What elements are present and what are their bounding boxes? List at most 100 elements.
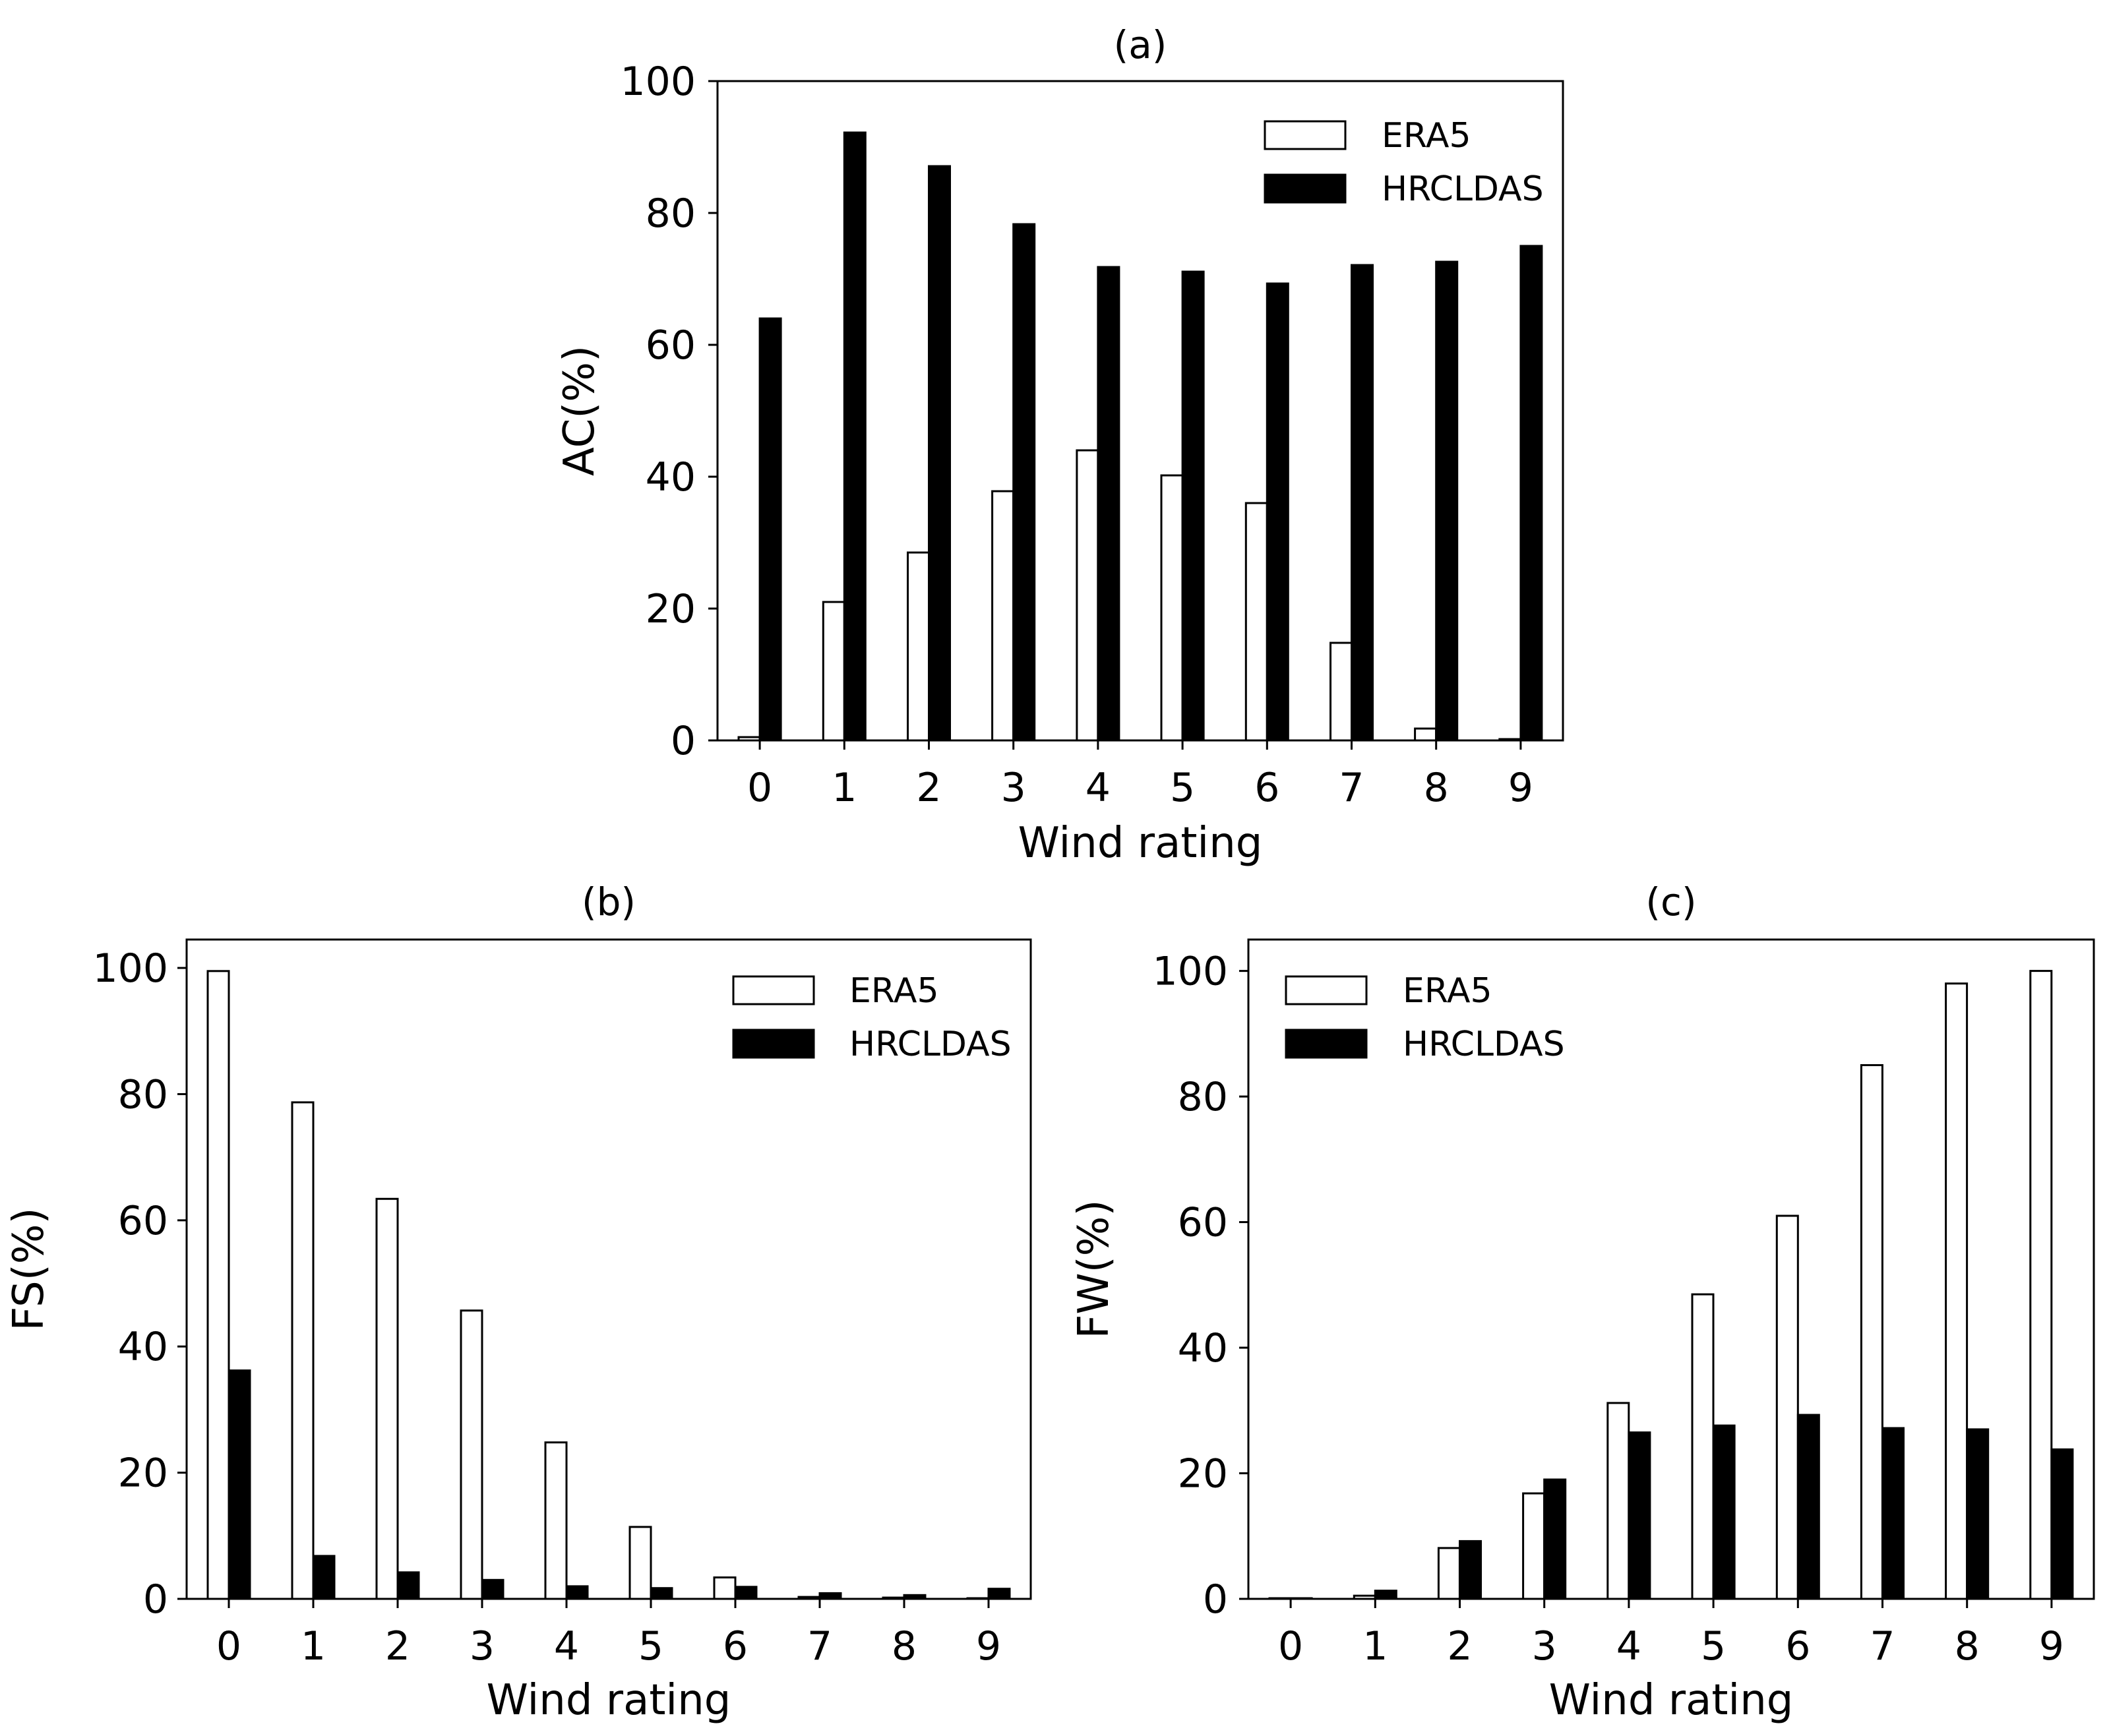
- x-tick-label: 2: [916, 765, 941, 811]
- x-tick-label: 3: [470, 1623, 495, 1669]
- bar-hrcldas-0: [758, 317, 782, 742]
- bar-hrcldas-7: [1881, 1427, 1905, 1600]
- panel-b-fs-chart: (b) 0 1 2 3 4 5 6 7 8 9 0 20 40 60 80 100 Wind rating FS(%…: [5, 880, 1032, 1725]
- y-tick-label: 100: [1152, 949, 1228, 995]
- x-tick-label: 4: [554, 1623, 579, 1669]
- bar-hrcldas-4: [1097, 266, 1120, 742]
- bar-hrcldas-3: [1543, 1478, 1567, 1600]
- legend-label-era5: ERA5: [1403, 971, 1492, 1011]
- x-tick-label: 0: [1278, 1623, 1303, 1669]
- x-tick-label: 8: [1424, 765, 1449, 811]
- x-tick-label: 4: [1616, 1623, 1641, 1669]
- bar-hrcldas-5: [1181, 270, 1205, 742]
- bar-hrcldas-9: [1519, 245, 1543, 742]
- chart-title: (b): [582, 880, 636, 924]
- y-tick-label: 60: [1178, 1200, 1228, 1246]
- legend-swatch-era5: [1264, 120, 1347, 150]
- y-tick-label: 60: [646, 322, 696, 369]
- bar-hrcldas-3: [1012, 223, 1036, 742]
- bar-era5-2: [907, 551, 930, 742]
- x-axis-label: Wind rating: [1018, 819, 1263, 868]
- x-tick-label: 0: [747, 765, 772, 811]
- x-tick-label: 5: [1170, 765, 1195, 811]
- bar-era5-7: [1330, 642, 1353, 742]
- x-tick-label: 5: [1701, 1623, 1726, 1669]
- bar-era5-1: [822, 601, 845, 742]
- bar-hrcldas-0: [228, 1369, 251, 1600]
- bar-hrcldas-9: [987, 1588, 1011, 1600]
- y-tick-label: 40: [1178, 1325, 1228, 1371]
- panel-a-ac-chart: (a) 0 1 2 3 4 5 6 7 8 9 0 20 40 60 80 100 Wind rating AC(%…: [555, 22, 1564, 868]
- x-tick-label: 6: [1254, 765, 1279, 811]
- x-axis-label: Wind rating: [1549, 1676, 1794, 1725]
- chart-title: (a): [1114, 22, 1167, 67]
- legend-label-hrcldas: HRCLDAS: [1382, 169, 1544, 209]
- y-tick-label: 0: [1203, 1576, 1228, 1623]
- x-tick-label: 8: [1955, 1623, 1980, 1669]
- bar-era5-6: [1775, 1214, 1799, 1600]
- bar-era5-5: [1160, 474, 1184, 742]
- x-tick-label: 9: [976, 1623, 1001, 1669]
- y-tick-label: 80: [118, 1071, 168, 1118]
- chart-title: (c): [1645, 880, 1696, 924]
- bar-hrcldas-4: [565, 1585, 589, 1600]
- y-axis-label: FS(%): [5, 1207, 53, 1331]
- plot-frame: [185, 938, 1032, 1600]
- x-tick-label: 2: [1447, 1623, 1472, 1669]
- bar-hrcldas-2: [1459, 1540, 1482, 1600]
- x-tick-label: 1: [832, 765, 857, 811]
- bar-hrcldas-1: [843, 131, 867, 742]
- x-tick-label: 5: [638, 1623, 663, 1669]
- legend-label-era5: ERA5: [1382, 116, 1471, 156]
- bar-era5-0: [206, 970, 230, 1600]
- bar-hrcldas-5: [650, 1587, 673, 1600]
- bar-era5-5: [1691, 1293, 1715, 1600]
- legend-swatch-hrcldas: [1264, 173, 1347, 204]
- bar-era5-6: [1244, 502, 1268, 742]
- x-tick-label: 9: [1508, 765, 1533, 811]
- y-tick-label: 0: [671, 718, 696, 764]
- x-tick-label: 7: [807, 1623, 832, 1669]
- bar-hrcldas-8: [1435, 260, 1459, 742]
- bar-era5-8: [1414, 727, 1438, 742]
- y-tick-label: 20: [1178, 1451, 1228, 1497]
- y-tick-label: 80: [646, 191, 696, 237]
- bar-hrcldas-7: [1351, 264, 1374, 742]
- bar-era5-5: [628, 1526, 652, 1600]
- bar-era5-1: [291, 1101, 315, 1600]
- plot-frame: [716, 80, 1564, 742]
- x-tick-label: 8: [892, 1623, 917, 1669]
- x-tick-label: 6: [1785, 1623, 1810, 1669]
- legend-swatch-era5: [1285, 975, 1368, 1005]
- bar-hrcldas-1: [1374, 1590, 1397, 1600]
- bar-era5-3: [991, 490, 1015, 742]
- y-axis-label: FW(%): [1070, 1200, 1118, 1339]
- x-tick-label: 9: [2039, 1623, 2064, 1669]
- bar-era5-2: [375, 1197, 399, 1600]
- bar-hrcldas-2: [396, 1571, 420, 1600]
- legend-swatch-hrcldas: [1285, 1029, 1368, 1059]
- y-tick-label: 20: [646, 586, 696, 632]
- bar-era5-3: [460, 1309, 483, 1600]
- bar-hrcldas-2: [928, 165, 951, 742]
- bar-hrcldas-5: [1712, 1424, 1736, 1600]
- bar-era5-8: [1945, 982, 1969, 1600]
- x-tick-label: 4: [1085, 765, 1111, 811]
- bar-hrcldas-6: [734, 1586, 758, 1600]
- y-tick-label: 60: [118, 1198, 168, 1244]
- x-tick-label: 7: [1870, 1623, 1895, 1669]
- bar-era5-4: [544, 1441, 568, 1600]
- y-tick-label: 100: [92, 945, 168, 992]
- x-tick-label: 3: [1001, 765, 1026, 811]
- bar-hrcldas-8: [1966, 1428, 1990, 1600]
- x-tick-label: 7: [1339, 765, 1364, 811]
- y-tick-label: 80: [1178, 1074, 1228, 1120]
- x-tick-label: 1: [301, 1623, 326, 1669]
- bar-era5-4: [1076, 449, 1099, 742]
- x-axis-label: Wind rating: [487, 1676, 731, 1725]
- bar-hrcldas-6: [1266, 282, 1289, 742]
- bar-era5-2: [1437, 1547, 1461, 1600]
- y-tick-label: 100: [620, 59, 696, 105]
